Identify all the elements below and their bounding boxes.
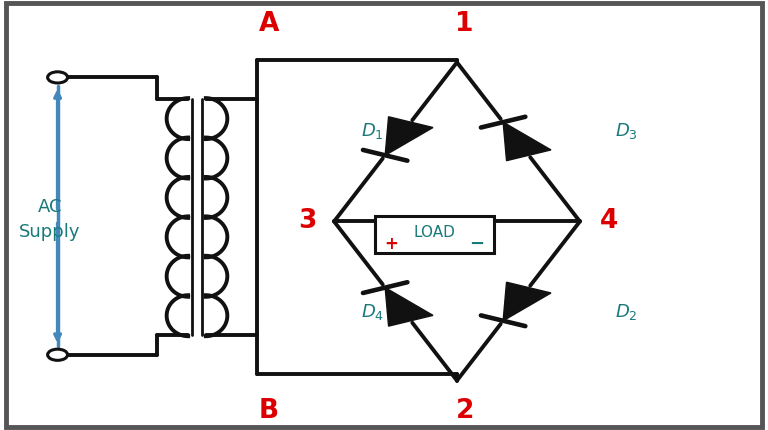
Polygon shape [503,282,551,321]
Text: $D_2$: $D_2$ [614,302,637,322]
Text: 1: 1 [455,11,474,37]
Polygon shape [386,117,433,155]
Text: 2: 2 [455,398,474,424]
Text: B: B [259,398,279,424]
Polygon shape [503,122,551,161]
Text: 3: 3 [298,209,316,234]
Text: A: A [259,11,279,37]
Text: 4: 4 [600,209,618,234]
Polygon shape [386,288,433,326]
Text: +: + [385,235,399,253]
Text: −: − [469,235,485,253]
Text: $D_4$: $D_4$ [361,302,384,322]
Text: LOAD: LOAD [413,225,455,240]
Text: $D_3$: $D_3$ [614,121,637,141]
Text: $D_1$: $D_1$ [361,121,384,141]
Text: AC
Supply: AC Supply [19,198,81,241]
Bar [375,216,494,252]
